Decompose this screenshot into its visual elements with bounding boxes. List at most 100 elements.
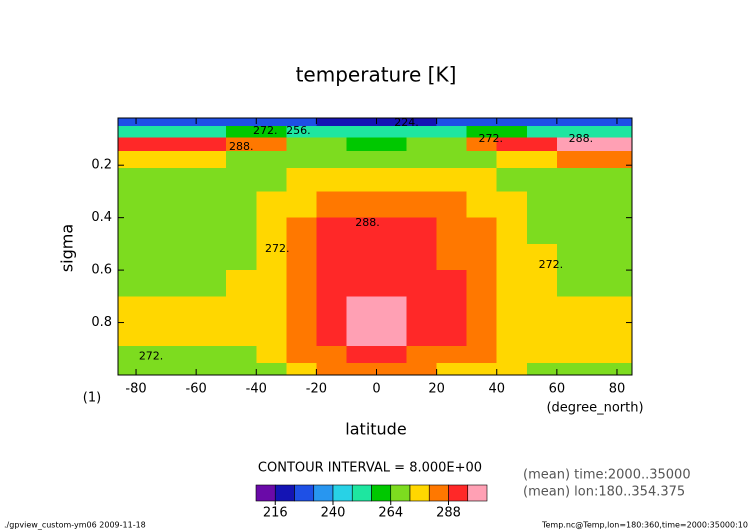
cell — [496, 363, 528, 376]
x-tick-label: -60 — [186, 382, 207, 397]
cell — [376, 346, 408, 364]
colorbar-label: 240 — [321, 506, 346, 521]
cell — [496, 167, 528, 192]
cell — [586, 296, 618, 324]
cell — [286, 322, 317, 347]
cell — [286, 346, 317, 364]
cell — [406, 363, 438, 376]
contour-interval: CONTOUR INTERVAL = 8.000E+00 — [258, 461, 482, 476]
cell — [496, 137, 528, 152]
cell — [376, 363, 408, 376]
cell — [256, 118, 287, 127]
cell — [286, 296, 317, 324]
cell — [436, 322, 468, 347]
cell — [286, 363, 317, 376]
field — [118, 118, 633, 376]
chart-title: temperature [K] — [296, 63, 457, 87]
cell — [256, 150, 287, 169]
cell — [346, 322, 378, 347]
cell — [256, 346, 287, 364]
cell — [406, 191, 438, 219]
cell — [496, 191, 528, 219]
cell — [586, 243, 618, 271]
cell — [166, 363, 197, 376]
x-tick-label: 0 — [372, 382, 380, 397]
cell — [346, 118, 378, 127]
cell — [616, 150, 633, 169]
cell — [526, 243, 558, 271]
cell — [226, 270, 257, 297]
cell — [316, 125, 347, 139]
cell — [436, 296, 468, 324]
contour-label: 272. — [265, 242, 290, 255]
cell — [166, 150, 197, 169]
cell — [286, 217, 317, 245]
cell — [256, 167, 287, 192]
cell — [136, 167, 167, 192]
cell — [226, 118, 257, 127]
cell — [496, 118, 528, 127]
x-tick-label: -20 — [306, 382, 327, 397]
colorbar-box — [371, 484, 392, 502]
cell — [466, 125, 498, 139]
cell — [346, 125, 378, 139]
cell — [136, 150, 167, 169]
cell — [316, 167, 347, 192]
cell — [316, 243, 347, 271]
cell — [466, 270, 498, 297]
contour-label: 224. — [394, 116, 419, 129]
cell — [166, 296, 197, 324]
cell — [586, 270, 618, 297]
cell — [286, 167, 317, 192]
y-tick-label: 0.2 — [91, 158, 112, 173]
cell — [256, 243, 287, 271]
x-tick-label: 60 — [549, 382, 566, 397]
cell — [166, 270, 197, 297]
cell — [586, 346, 618, 364]
cell — [166, 243, 197, 271]
cell — [256, 296, 287, 324]
x-tick-label: -80 — [125, 382, 146, 397]
x-tick-label: 40 — [488, 382, 505, 397]
colorbar-box — [390, 484, 411, 502]
cell — [118, 243, 137, 271]
cell — [586, 150, 618, 169]
cell — [226, 167, 257, 192]
cell — [436, 363, 468, 376]
cell — [496, 346, 528, 364]
cell — [436, 191, 468, 219]
colorbar-label: 216 — [263, 506, 288, 521]
overlay: -80 -60 -40 -20 0 20 40 60 80 0.2 0.4 0.6 0.8 288. 272… — [91, 116, 633, 397]
colorbar-box — [448, 484, 469, 502]
cell — [526, 217, 558, 245]
cell — [406, 150, 438, 169]
x-tick-label: -40 — [246, 382, 267, 397]
cell — [196, 346, 227, 364]
note: (mean) lon:180..354.375 — [523, 485, 685, 500]
cell — [406, 217, 438, 245]
contour-label: 288. — [569, 132, 594, 145]
colorbar-label: 264 — [378, 506, 403, 521]
cell — [316, 363, 347, 376]
cell — [316, 150, 347, 169]
cell — [346, 270, 378, 297]
cell — [466, 191, 498, 219]
cell — [466, 217, 498, 245]
note: (mean) time:2000..35000 — [523, 468, 691, 483]
cell — [436, 346, 468, 364]
cell — [226, 191, 257, 219]
cell — [118, 296, 137, 324]
cell — [346, 296, 378, 324]
cell — [616, 118, 633, 127]
cell — [136, 243, 167, 271]
cell — [316, 346, 347, 364]
cell — [376, 118, 408, 127]
cell — [526, 118, 558, 127]
cell — [196, 137, 227, 152]
colorbar-label: 288 — [436, 506, 461, 521]
contour-label: 272. — [139, 350, 164, 363]
cell — [466, 243, 498, 271]
cell — [316, 296, 347, 324]
cell — [496, 217, 528, 245]
cell — [526, 125, 558, 139]
